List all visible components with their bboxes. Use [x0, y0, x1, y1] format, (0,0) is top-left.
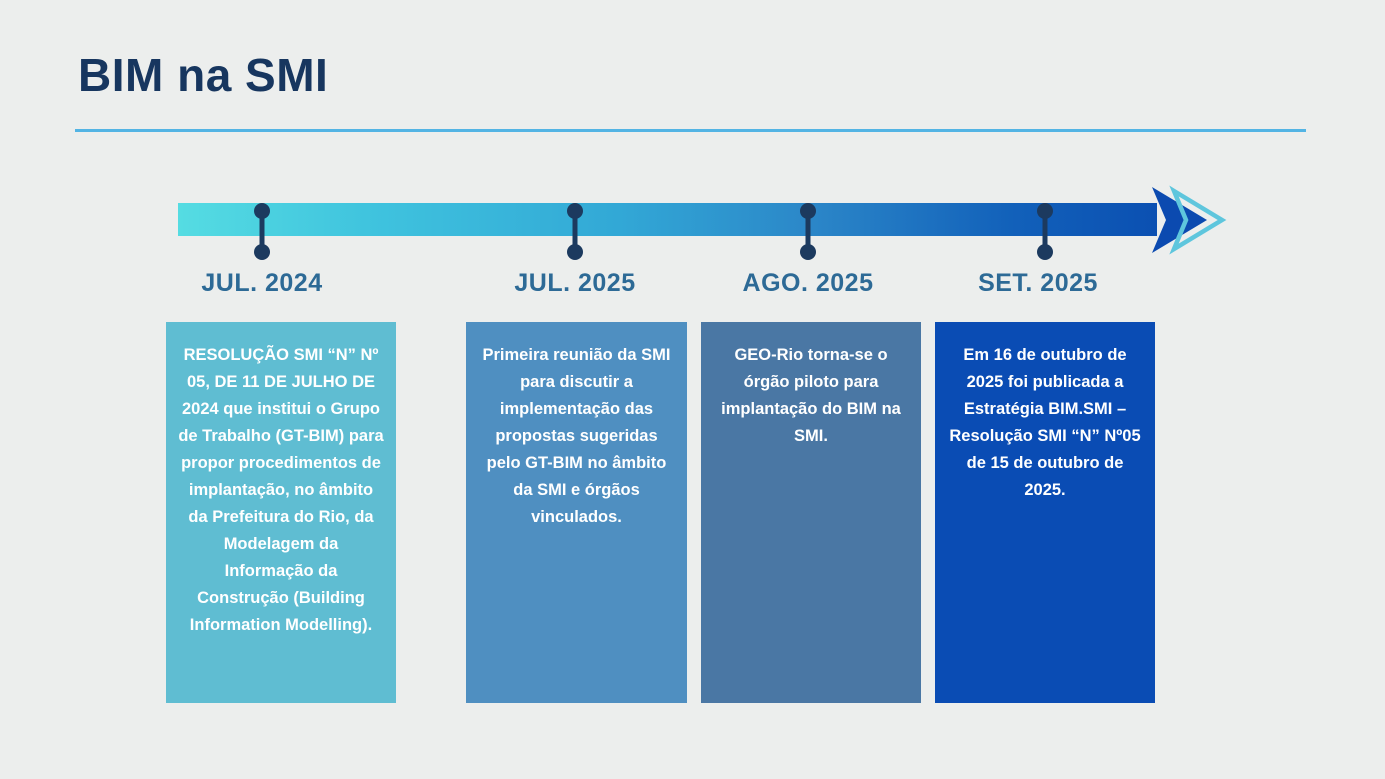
title-underline: [75, 129, 1306, 132]
milestone-card-3: GEO-Rio torna-se o órgão piloto para imp…: [701, 322, 921, 703]
page-title: BIM na SMI: [78, 49, 329, 101]
timeline-bar: [178, 203, 1157, 236]
timeline-marker-icon: [1037, 203, 1053, 260]
milestone-card-4: Em 16 de outubro de 2025 foi publicada a…: [935, 322, 1155, 703]
milestone-text-3: GEO-Rio torna-se o órgão piloto para imp…: [721, 346, 901, 445]
milestone-date-jul-2024: JUL. 2024: [201, 269, 323, 297]
timeline-arrow-icon: [1152, 185, 1227, 255]
milestone-card-1: RESOLUÇÃO SMI “N” Nº 05, DE 11 DE JULHO …: [166, 322, 396, 703]
milestone-date-set-2025: SET. 2025: [978, 269, 1098, 297]
milestone-card-2: Primeira reunião da SMI para discutir a …: [466, 322, 687, 703]
milestone-date-ago-2025: AGO. 2025: [742, 269, 874, 297]
milestone-date-jul-2025: JUL. 2025: [514, 269, 636, 297]
milestone-text-2: Primeira reunião da SMI para discutir a …: [482, 346, 671, 526]
timeline-marker-icon: [800, 203, 816, 260]
milestone-text-4: Em 16 de outubro de 2025 foi publicada a…: [949, 346, 1141, 499]
timeline-marker-icon: [254, 203, 270, 260]
milestone-text-1: RESOLUÇÃO SMI “N” Nº 05, DE 11 DE JULHO …: [178, 346, 384, 634]
timeline-marker-icon: [567, 203, 583, 260]
